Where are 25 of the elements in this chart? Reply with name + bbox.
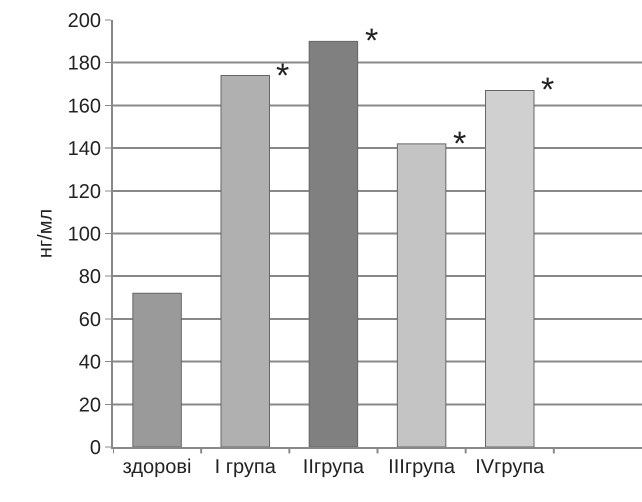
y-tick-label: 180 — [68, 52, 101, 75]
annotation: * — [453, 125, 466, 163]
y-tick-label: 40 — [78, 352, 101, 374]
y-tick-label: 80 — [78, 266, 101, 288]
x-tick-label: IVгрупа — [475, 456, 546, 478]
y-tick-label: 20 — [78, 394, 101, 416]
y-axis-title: нг/мл — [34, 208, 57, 258]
bar — [220, 75, 270, 447]
y-tick-label: 100 — [68, 224, 101, 246]
annotation: * — [276, 57, 290, 95]
x-tick-label: IIIгрупа — [388, 456, 456, 478]
bar — [132, 292, 182, 447]
bar — [396, 143, 446, 447]
x-tick-label: I група — [214, 456, 277, 478]
y-tick-label: 160 — [68, 95, 101, 118]
y-tick-label: 120 — [68, 180, 101, 203]
x-tick-label: здорові — [122, 456, 192, 478]
y-tick-label: 60 — [78, 308, 101, 331]
annotation: * — [365, 22, 378, 60]
bar — [485, 90, 534, 447]
y-tick-label: 200 — [68, 10, 101, 32]
x-tick-label: IIгрупа — [302, 456, 365, 478]
annotation: * — [541, 71, 554, 109]
y-tick-label: 140 — [68, 138, 101, 160]
y-tick-label: 0 — [90, 437, 101, 459]
